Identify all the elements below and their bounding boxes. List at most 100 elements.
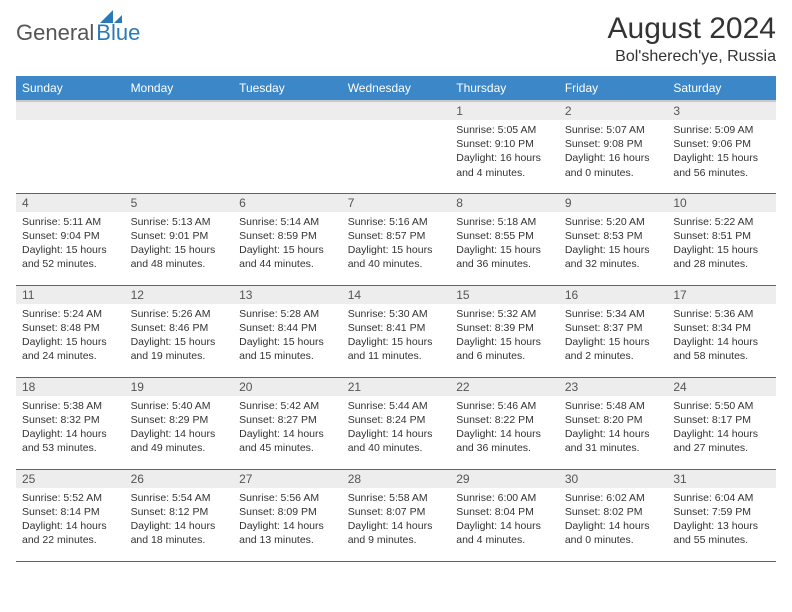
sunrise-text: Sunrise: 5:34 AM [565,307,662,321]
day-detail: Sunrise: 5:28 AMSunset: 8:44 PMDaylight:… [233,304,342,368]
day-detail: Sunrise: 5:24 AMSunset: 8:48 PMDaylight:… [16,304,125,368]
day-number: 4 [16,194,125,212]
calendar-cell: 18Sunrise: 5:38 AMSunset: 8:32 PMDayligh… [16,377,125,469]
sunset-text: Sunset: 8:20 PM [565,413,662,427]
calendar-cell: 30Sunrise: 6:02 AMSunset: 8:02 PMDayligh… [559,469,668,561]
calendar-cell: 24Sunrise: 5:50 AMSunset: 8:17 PMDayligh… [667,377,776,469]
sunset-text: Sunset: 8:04 PM [456,505,553,519]
weekday-head: Wednesday [342,76,451,101]
sunset-text: Sunset: 9:10 PM [456,137,553,151]
sunset-text: Sunset: 8:39 PM [456,321,553,335]
daylight-text: Daylight: 14 hours and 27 minutes. [673,427,770,455]
day-detail: Sunrise: 5:16 AMSunset: 8:57 PMDaylight:… [342,212,451,276]
calendar-cell: 19Sunrise: 5:40 AMSunset: 8:29 PMDayligh… [125,377,234,469]
calendar-cell: 1 Sunrise: 5:05 AMSunset: 9:10 PMDaylight… [450,101,559,193]
day-number: 15 [450,286,559,304]
day-detail: Sunrise: 6:00 AMSunset: 8:04 PMDaylight:… [450,488,559,552]
sunrise-text: Sunrise: 5:46 AM [456,399,553,413]
daylight-text: Daylight: 14 hours and 0 minutes. [565,519,662,547]
sunrise-text: Sunrise: 5:05 AM [456,123,553,137]
calendar-cell: 12Sunrise: 5:26 AMSunset: 8:46 PMDayligh… [125,285,234,377]
day-detail [125,120,234,180]
sunrise-text: Sunrise: 5:11 AM [22,215,119,229]
daylight-text: Daylight: 15 hours and 36 minutes. [456,243,553,271]
sunrise-text: Sunrise: 5:16 AM [348,215,445,229]
day-number: 5 [125,194,234,212]
calendar-cell: 17Sunrise: 5:36 AMSunset: 8:34 PMDayligh… [667,285,776,377]
sunrise-text: Sunrise: 5:56 AM [239,491,336,505]
day-detail [233,120,342,180]
logo-triangle-icon [100,6,122,24]
daylight-text: Daylight: 15 hours and 56 minutes. [673,151,770,179]
sunrise-text: Sunrise: 5:22 AM [673,215,770,229]
daylight-text: Daylight: 14 hours and 53 minutes. [22,427,119,455]
calendar-row: 4Sunrise: 5:11 AMSunset: 9:04 PMDaylight… [16,193,776,285]
day-number: 28 [342,470,451,488]
sunset-text: Sunset: 8:29 PM [131,413,228,427]
day-detail: Sunrise: 5:58 AMSunset: 8:07 PMDaylight:… [342,488,451,552]
sunset-text: Sunset: 8:32 PM [22,413,119,427]
sunrise-text: Sunrise: 5:14 AM [239,215,336,229]
day-detail: Sunrise: 5:13 AMSunset: 9:01 PMDaylight:… [125,212,234,276]
sunrise-text: Sunrise: 6:04 AM [673,491,770,505]
day-number: 22 [450,378,559,396]
day-number: 29 [450,470,559,488]
day-detail: Sunrise: 5:36 AMSunset: 8:34 PMDaylight:… [667,304,776,368]
sunset-text: Sunset: 8:22 PM [456,413,553,427]
daylight-text: Daylight: 15 hours and 6 minutes. [456,335,553,363]
sunset-text: Sunset: 9:06 PM [673,137,770,151]
daylight-text: Daylight: 14 hours and 40 minutes. [348,427,445,455]
title-block: August 2024 Bol'sherech'ye, Russia [608,12,776,66]
calendar-cell: 31Sunrise: 6:04 AMSunset: 7:59 PMDayligh… [667,469,776,561]
day-detail: Sunrise: 5:44 AMSunset: 8:24 PMDaylight:… [342,396,451,460]
sunset-text: Sunset: 8:41 PM [348,321,445,335]
sunset-text: Sunset: 8:53 PM [565,229,662,243]
day-detail: Sunrise: 5:40 AMSunset: 8:29 PMDaylight:… [125,396,234,460]
calendar-cell: 11Sunrise: 5:24 AMSunset: 8:48 PMDayligh… [16,285,125,377]
day-number: 2 [559,102,668,120]
day-detail: Sunrise: 5:38 AMSunset: 8:32 PMDaylight:… [16,396,125,460]
calendar-cell [125,101,234,193]
calendar-cell: 7Sunrise: 5:16 AMSunset: 8:57 PMDaylight… [342,193,451,285]
day-detail [342,120,451,180]
day-detail: Sunrise: 5:14 AMSunset: 8:59 PMDaylight:… [233,212,342,276]
sunset-text: Sunset: 8:09 PM [239,505,336,519]
weekday-header-row: Sunday Monday Tuesday Wednesday Thursday… [16,76,776,101]
sunrise-text: Sunrise: 5:32 AM [456,307,553,321]
daylight-text: Daylight: 16 hours and 4 minutes. [456,151,553,179]
day-number: 11 [16,286,125,304]
daylight-text: Daylight: 15 hours and 15 minutes. [239,335,336,363]
sunset-text: Sunset: 8:37 PM [565,321,662,335]
sunrise-text: Sunrise: 5:48 AM [565,399,662,413]
daylight-text: Daylight: 14 hours and 36 minutes. [456,427,553,455]
sunrise-text: Sunrise: 5:50 AM [673,399,770,413]
day-number: 21 [342,378,451,396]
day-number [233,102,342,120]
calendar-cell: 5Sunrise: 5:13 AMSunset: 9:01 PMDaylight… [125,193,234,285]
sunrise-text: Sunrise: 5:58 AM [348,491,445,505]
day-number: 18 [16,378,125,396]
day-number: 1 [450,102,559,120]
day-detail: Sunrise: 5:42 AMSunset: 8:27 PMDaylight:… [233,396,342,460]
calendar-cell: 13Sunrise: 5:28 AMSunset: 8:44 PMDayligh… [233,285,342,377]
daylight-text: Daylight: 14 hours and 13 minutes. [239,519,336,547]
day-number: 13 [233,286,342,304]
sunrise-text: Sunrise: 5:18 AM [456,215,553,229]
sunset-text: Sunset: 8:24 PM [348,413,445,427]
daylight-text: Daylight: 15 hours and 28 minutes. [673,243,770,271]
calendar-cell: 4Sunrise: 5:11 AMSunset: 9:04 PMDaylight… [16,193,125,285]
calendar-cell: 15 Sunrise: 5:32 AMSunset: 8:39 PMDayligh… [450,285,559,377]
sunrise-text: Sunrise: 5:54 AM [131,491,228,505]
weekday-head: Thursday [450,76,559,101]
sunset-text: Sunset: 8:44 PM [239,321,336,335]
day-number: 26 [125,470,234,488]
weekday-head: Saturday [667,76,776,101]
calendar-row: 11Sunrise: 5:24 AMSunset: 8:48 PMDayligh… [16,285,776,377]
sunrise-text: Sunrise: 5:26 AM [131,307,228,321]
sunset-text: Sunset: 8:59 PM [239,229,336,243]
sunset-text: Sunset: 8:46 PM [131,321,228,335]
calendar-cell: 6Sunrise: 5:14 AMSunset: 8:59 PMDaylight… [233,193,342,285]
calendar-cell: 29Sunrise: 6:00 AMSunset: 8:04 PMDayligh… [450,469,559,561]
page-header: GeneralBlue August 2024 Bol'sherech'ye, … [16,12,776,66]
calendar-cell: 23Sunrise: 5:48 AMSunset: 8:20 PMDayligh… [559,377,668,469]
